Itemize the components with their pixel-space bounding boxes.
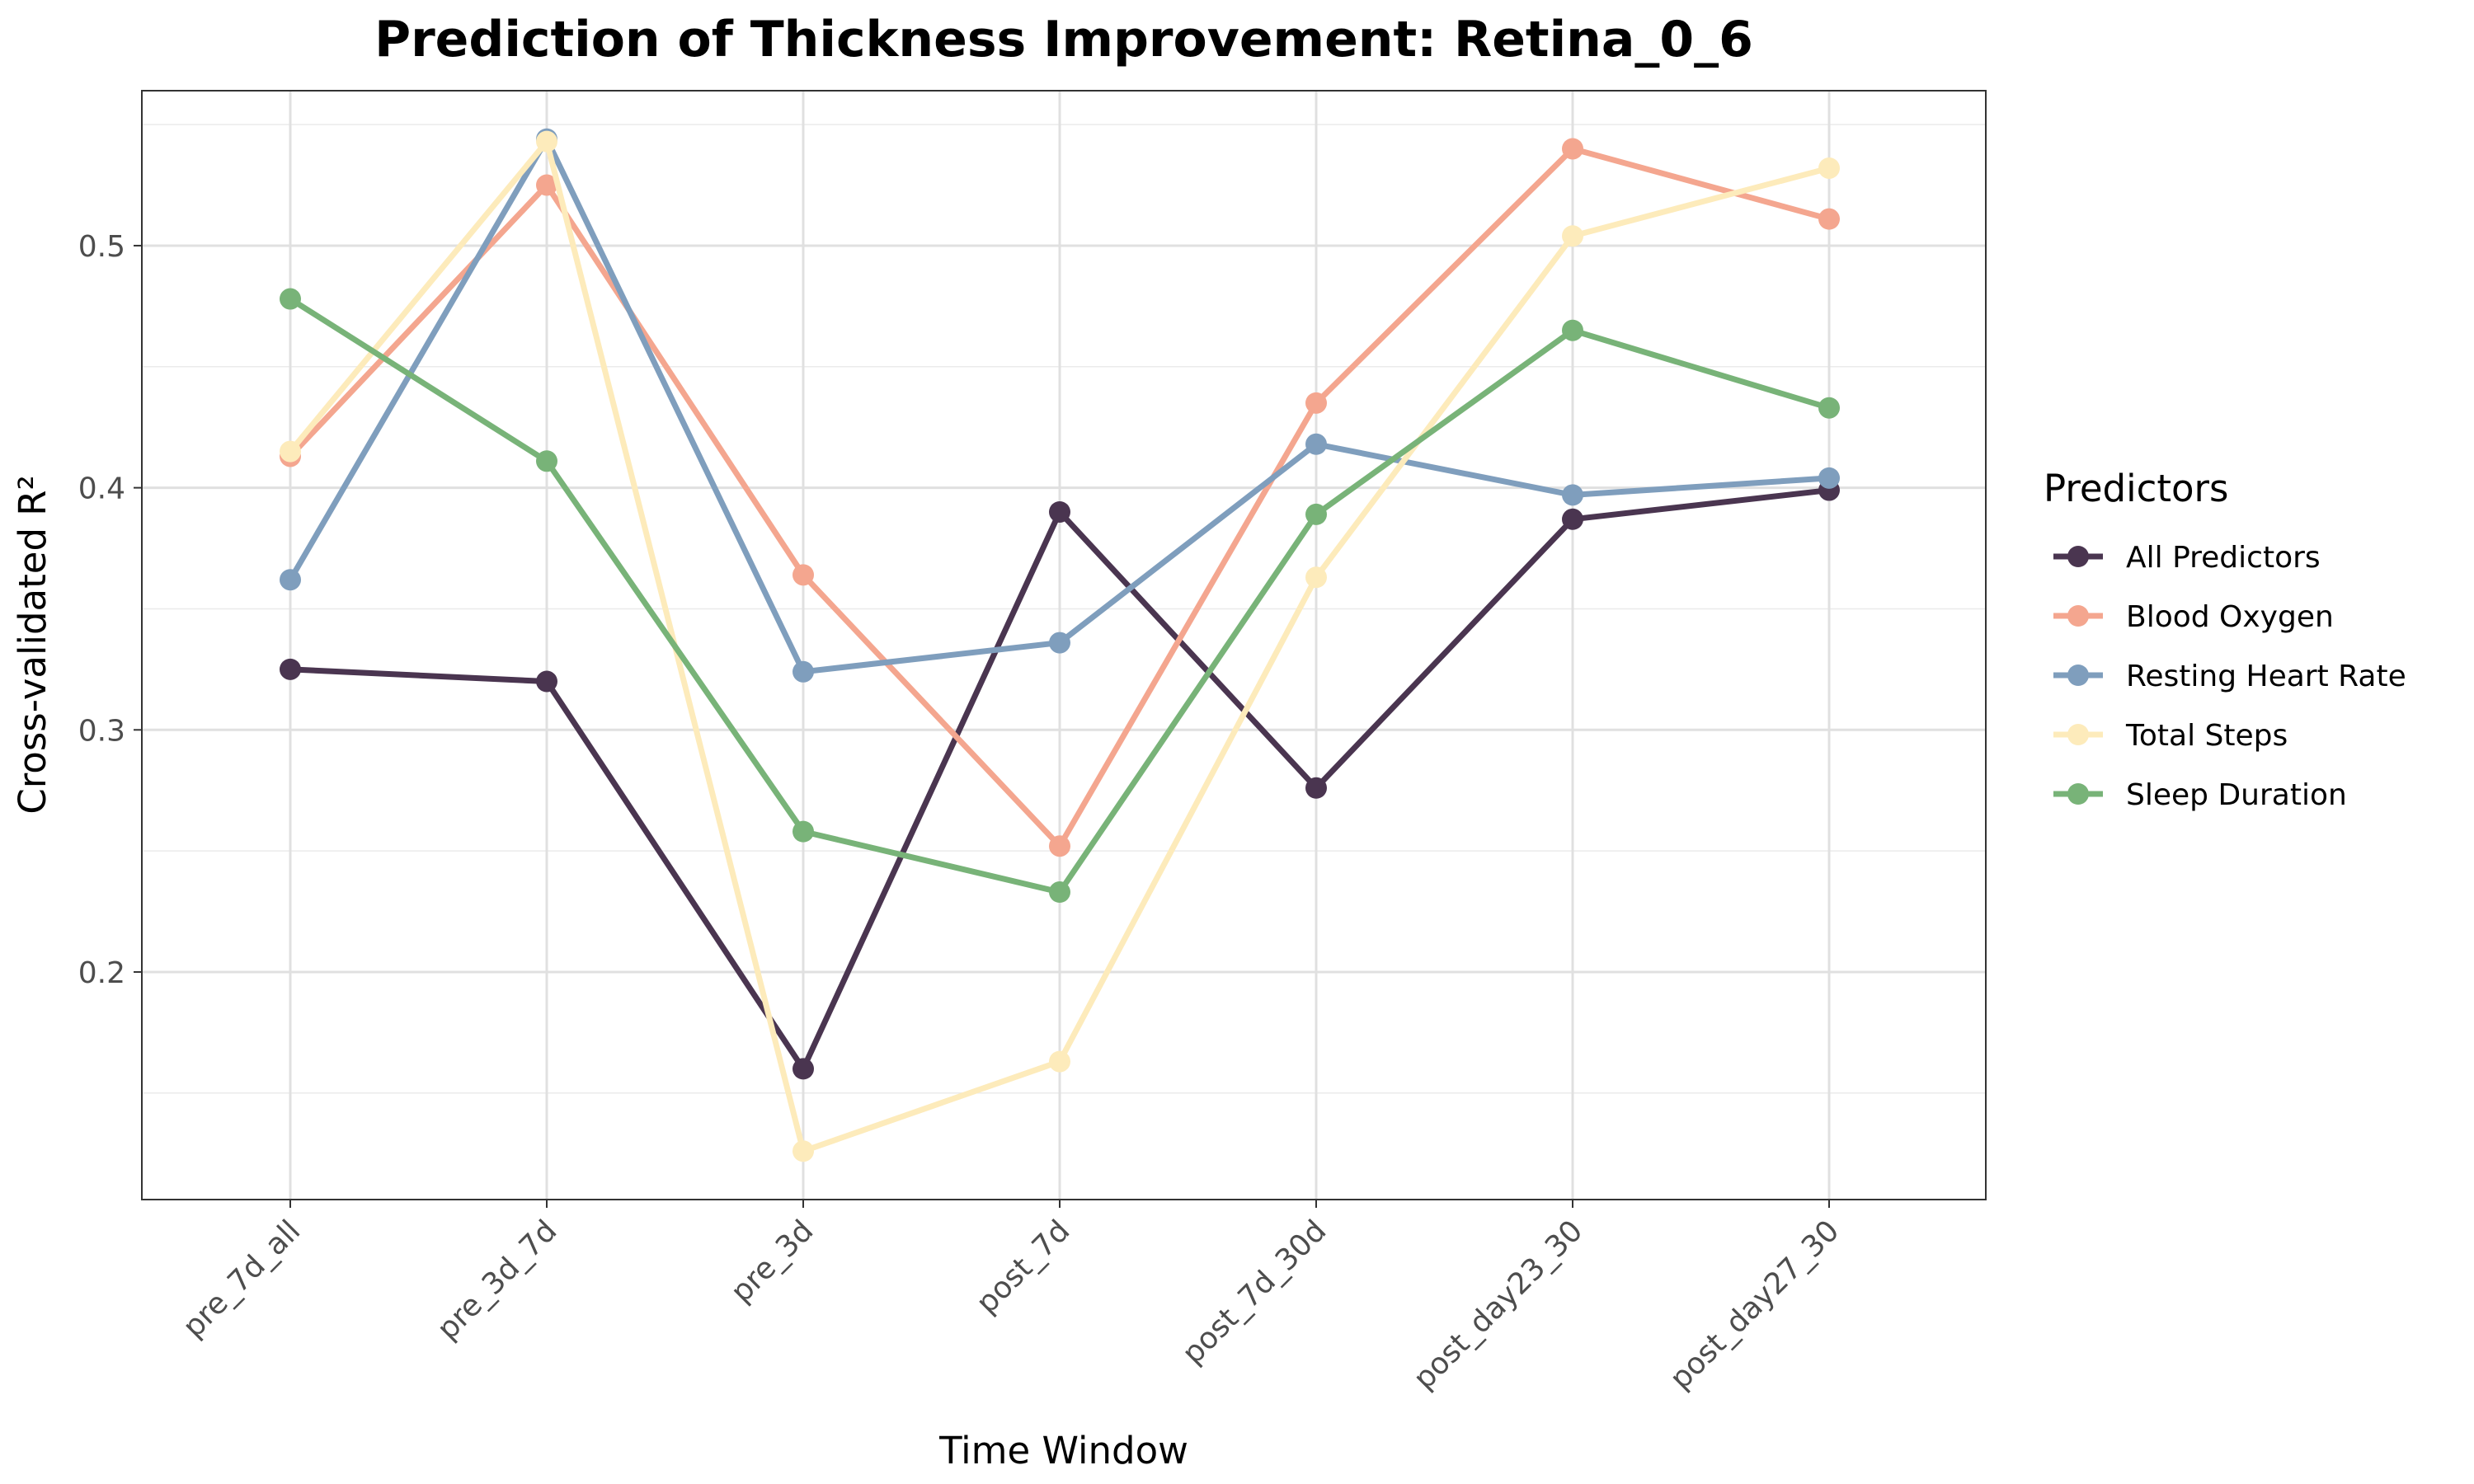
data-point-resting-heart-rate — [280, 569, 301, 591]
series-blood-oxygen — [280, 138, 1840, 857]
legend-item-sleep-duration: Sleep Duration — [2053, 778, 2347, 812]
data-point-resting-heart-rate — [1818, 467, 1840, 489]
data-point-all-predictors — [280, 658, 301, 680]
plot-panel-border — [141, 90, 1987, 1200]
legend-key-point — [2067, 724, 2089, 745]
data-point-total-steps — [536, 130, 557, 153]
data-point-total-steps — [1049, 1050, 1070, 1073]
data-point-total-steps — [793, 1140, 814, 1162]
series-sleep-duration — [280, 288, 1840, 904]
chart-title: Prediction of Thickness Improvement: Ret… — [374, 11, 1753, 68]
data-point-sleep-duration — [536, 450, 557, 472]
legend-label: Resting Heart Rate — [2126, 660, 2406, 693]
legend-title: Predictors — [2044, 467, 2228, 510]
data-point-all-predictors — [1562, 508, 1583, 530]
legend-key-point — [2067, 665, 2089, 686]
legend-key-point — [2067, 546, 2089, 567]
legend-item-all-predictors: All Predictors — [2053, 541, 2321, 575]
data-point-total-steps — [1305, 566, 1327, 589]
data-point-resting-heart-rate — [1562, 484, 1583, 506]
legend-label: Sleep Duration — [2126, 778, 2347, 812]
y-tick-layer: 0.2 0.3 0.4 0.5 — [78, 230, 142, 990]
y-tick-label: 0.4 — [78, 472, 125, 506]
data-point-sleep-duration — [1818, 397, 1840, 419]
y-tick-label: 0.2 — [78, 956, 125, 990]
data-point-sleep-duration — [280, 288, 301, 310]
data-point-all-predictors — [1049, 500, 1070, 523]
data-point-resting-heart-rate — [1049, 632, 1070, 654]
data-point-all-predictors — [536, 670, 557, 693]
legend-item-blood-oxygen: Blood Oxygen — [2053, 600, 2334, 634]
data-point-blood-oxygen — [793, 564, 814, 586]
y-tick-label: 0.3 — [78, 714, 125, 748]
y-axis-title: Cross-validated R² — [11, 475, 54, 814]
data-point-total-steps — [280, 440, 301, 463]
legend-key-point — [2067, 605, 2089, 627]
data-point-all-predictors — [1305, 777, 1327, 799]
data-point-total-steps — [1818, 157, 1840, 179]
x-axis-title: Time Window — [938, 1429, 1188, 1472]
data-point-resting-heart-rate — [1305, 433, 1327, 455]
legend-label: Blood Oxygen — [2126, 600, 2334, 634]
data-point-all-predictors — [793, 1058, 814, 1080]
legend: Predictors All Predictors Blood Oxygen Res… — [2044, 467, 2406, 812]
data-point-blood-oxygen — [1049, 835, 1070, 857]
data-point-sleep-duration — [1049, 881, 1070, 904]
legend-label: All Predictors — [2126, 541, 2321, 575]
data-point-total-steps — [1562, 225, 1583, 247]
data-point-sleep-duration — [793, 820, 814, 843]
legend-item-resting-heart-rate: Resting Heart Rate — [2053, 660, 2406, 693]
legend-label: Total Steps — [2125, 719, 2288, 753]
series-total-steps — [280, 130, 1840, 1162]
data-point-blood-oxygen — [536, 174, 557, 196]
legend-items: All Predictors Blood Oxygen Resting Heart … — [2053, 541, 2406, 812]
data-point-sleep-duration — [1562, 319, 1583, 341]
series-layer — [280, 128, 1840, 1162]
data-point-blood-oxygen — [1818, 208, 1840, 230]
data-point-blood-oxygen — [1562, 138, 1583, 160]
y-tick-label: 0.5 — [78, 230, 125, 264]
data-point-blood-oxygen — [1305, 392, 1327, 414]
legend-key-point — [2067, 783, 2089, 805]
data-point-resting-heart-rate — [793, 660, 814, 683]
legend-item-total-steps: Total Steps — [2053, 719, 2288, 753]
data-point-sleep-duration — [1305, 503, 1327, 525]
